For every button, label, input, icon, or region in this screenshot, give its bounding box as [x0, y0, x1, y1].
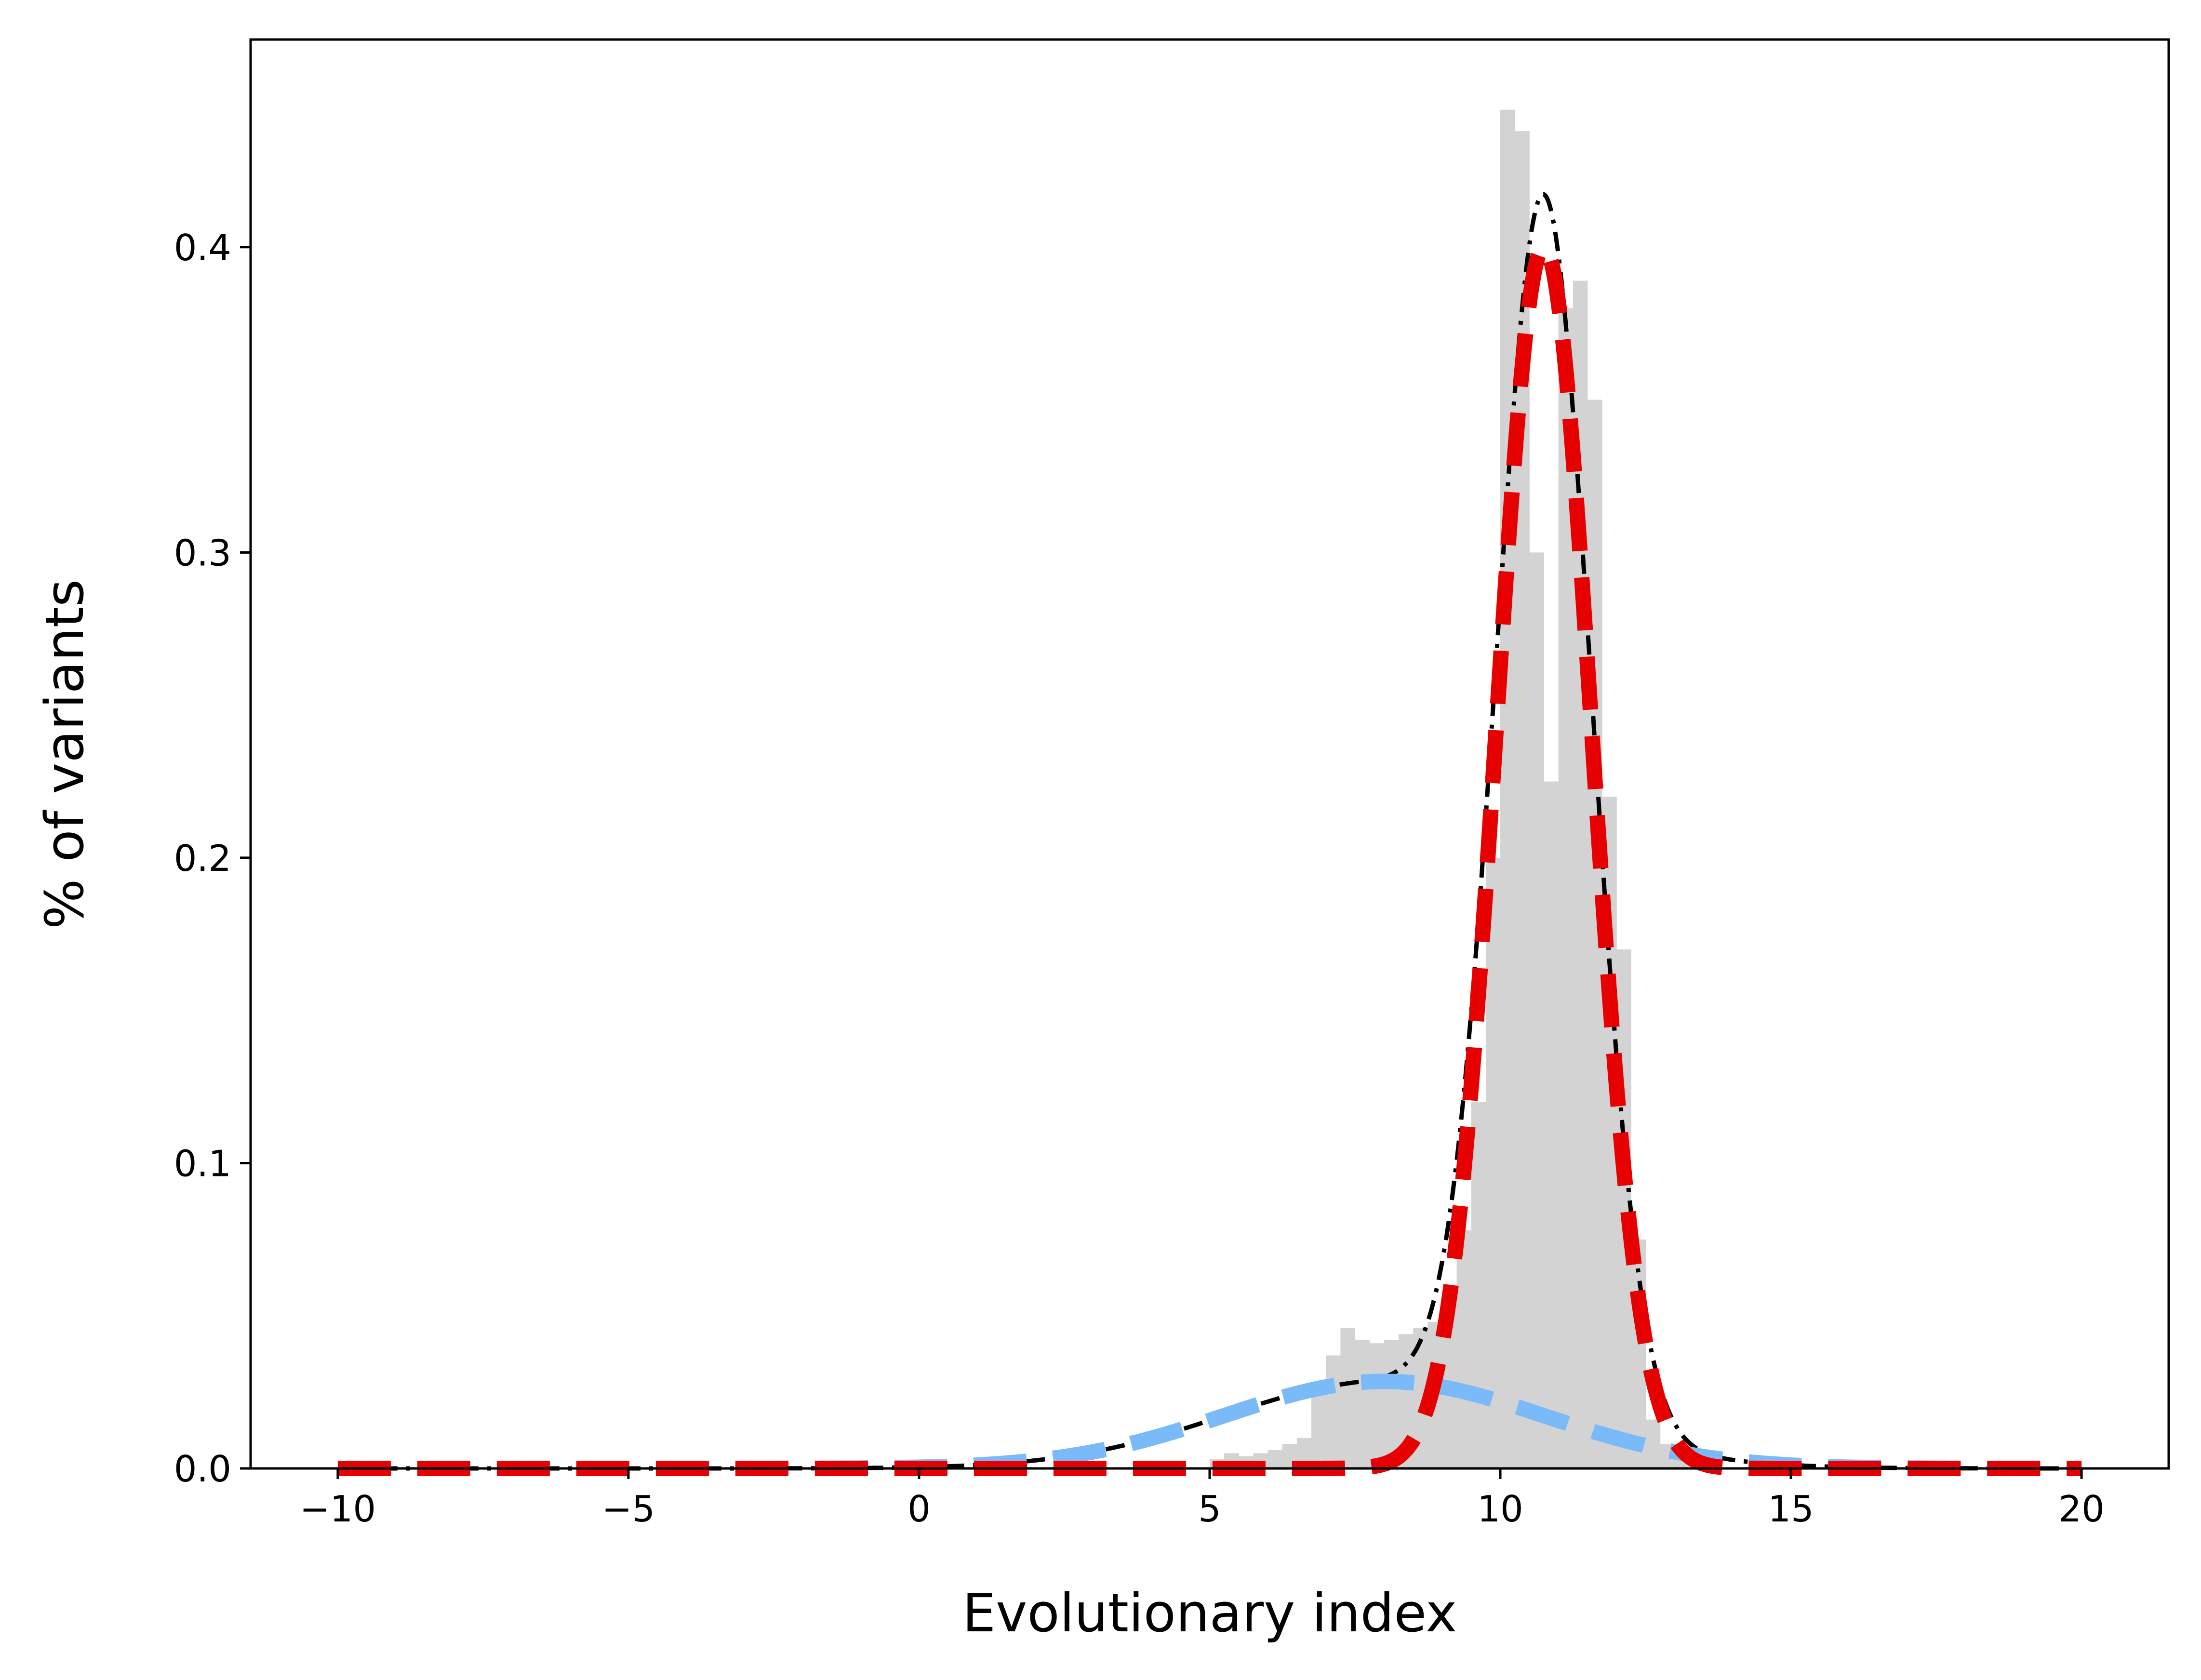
histogram-bar	[1485, 857, 1501, 1468]
histogram-bar	[1267, 1450, 1283, 1468]
x-tick-label: 0	[907, 1488, 931, 1530]
histogram-bar	[1384, 1340, 1399, 1468]
histogram-bar	[1500, 109, 1515, 1468]
y-tick-label: 0.0	[174, 1448, 231, 1490]
x-tick-label: 10	[1477, 1488, 1523, 1530]
histogram-bar	[1631, 1239, 1646, 1468]
histogram	[1210, 109, 1690, 1468]
histogram-bar	[1645, 1419, 1661, 1468]
histogram-bar	[1369, 1343, 1385, 1468]
histogram-bar	[1515, 131, 1530, 1468]
histogram-bar	[1340, 1328, 1356, 1468]
histogram-bar	[1573, 280, 1588, 1468]
histogram-bar	[1471, 1102, 1486, 1468]
y-tick-label: 0.1	[174, 1142, 231, 1185]
x-tick-label: 5	[1198, 1488, 1221, 1530]
histogram-bar	[1355, 1340, 1370, 1468]
histogram-bar	[1529, 552, 1544, 1468]
x-tick-label: 20	[2058, 1488, 2104, 1530]
histogram-bar	[1326, 1355, 1341, 1468]
x-axis: −10 −5 0 5 10 15 20	[300, 1468, 2105, 1530]
histogram-bar	[1544, 781, 1559, 1468]
y-axis-label: % of variants	[34, 579, 95, 929]
histogram-bar	[1311, 1392, 1326, 1468]
y-axis: 0.0 0.1 0.2 0.3 0.4	[174, 227, 251, 1490]
x-axis-label: Evolutionary index	[962, 1582, 1457, 1644]
x-tick-label: 15	[1768, 1488, 1814, 1530]
histogram-bar	[1558, 308, 1574, 1468]
y-tick-label: 0.3	[174, 532, 231, 574]
histogram-bar	[1456, 1230, 1472, 1468]
y-tick-label: 0.2	[174, 837, 231, 880]
y-tick-label: 0.4	[174, 227, 231, 269]
x-tick-label: −5	[602, 1488, 655, 1530]
x-tick-label: −10	[300, 1488, 376, 1530]
